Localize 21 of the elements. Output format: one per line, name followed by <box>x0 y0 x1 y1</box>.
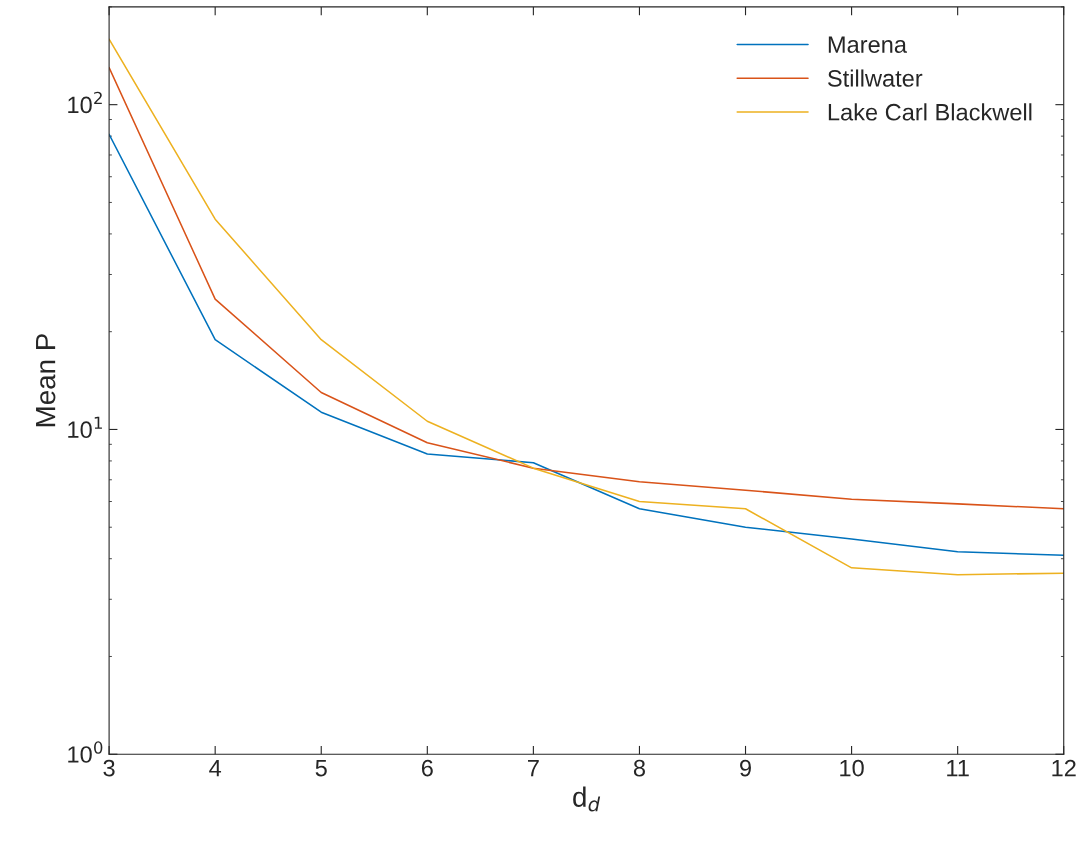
y-axis-title: Mean P <box>36 334 56 427</box>
x-tick-label: 6 <box>421 759 433 777</box>
line-series <box>109 38 1064 576</box>
legend-label: Stillwater <box>827 69 923 87</box>
line-series <box>109 133 1064 556</box>
x-tick-label: 5 <box>315 759 327 777</box>
y-tick-label: 10$^{0}$ <box>68 741 103 763</box>
x-tick-label: 9 <box>740 759 751 777</box>
x-tick-label: 12 <box>1052 759 1076 777</box>
x-tick-label: 4 <box>209 759 222 777</box>
y-tick-label: 10$^{1}$ <box>68 416 102 439</box>
legend-label: Marena <box>828 36 907 53</box>
x-tick-label: 7 <box>528 759 539 777</box>
legend-label: Lake Carl Blackwell <box>828 103 1032 121</box>
x-tick-label: 3 <box>103 759 115 777</box>
line-series <box>109 66 1064 510</box>
x-tick-label: 8 <box>633 759 645 777</box>
y-tick-label: 10$^{2}$ <box>68 91 102 114</box>
x-axis-title: d$_{d}$ <box>573 786 601 812</box>
x-tick-label: 10 <box>840 759 864 777</box>
x-tick-label: 11 <box>947 759 969 777</box>
